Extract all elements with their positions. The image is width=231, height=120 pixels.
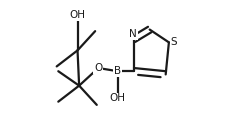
- Text: O: O: [94, 63, 102, 73]
- Text: N: N: [128, 29, 136, 39]
- Text: OH: OH: [109, 93, 125, 103]
- Text: S: S: [170, 37, 176, 47]
- Text: B: B: [114, 66, 121, 76]
- Text: OH: OH: [69, 10, 85, 20]
